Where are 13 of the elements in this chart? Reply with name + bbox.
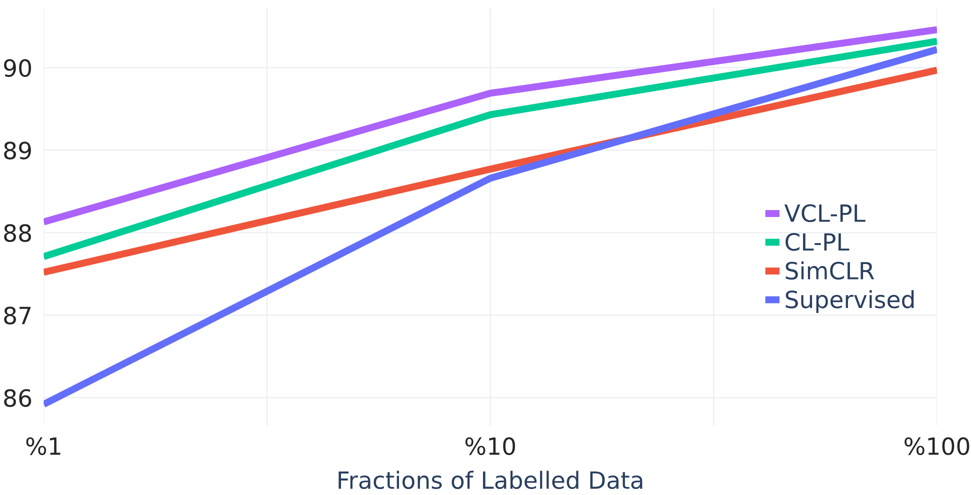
x-tick-label: %10 bbox=[465, 437, 516, 456]
legend-label: Supervised bbox=[786, 290, 914, 313]
x-tick-label: %1 bbox=[26, 437, 60, 456]
y-tick-label: 89 bbox=[4, 142, 31, 160]
x-tick-label: %100 bbox=[904, 437, 970, 456]
y-tick-label: 88 bbox=[4, 224, 31, 242]
y-tick-label: 87 bbox=[4, 306, 31, 324]
x-axis-title: Fractions of Labelled Data bbox=[338, 470, 642, 490]
legend-label: CL-PL bbox=[786, 233, 850, 251]
y-tick-label: 86 bbox=[4, 389, 32, 407]
y-tick-label: 90 bbox=[4, 59, 32, 77]
legend-label: SimCLR bbox=[786, 261, 874, 280]
legend-label: VCL-PL bbox=[784, 204, 866, 222]
